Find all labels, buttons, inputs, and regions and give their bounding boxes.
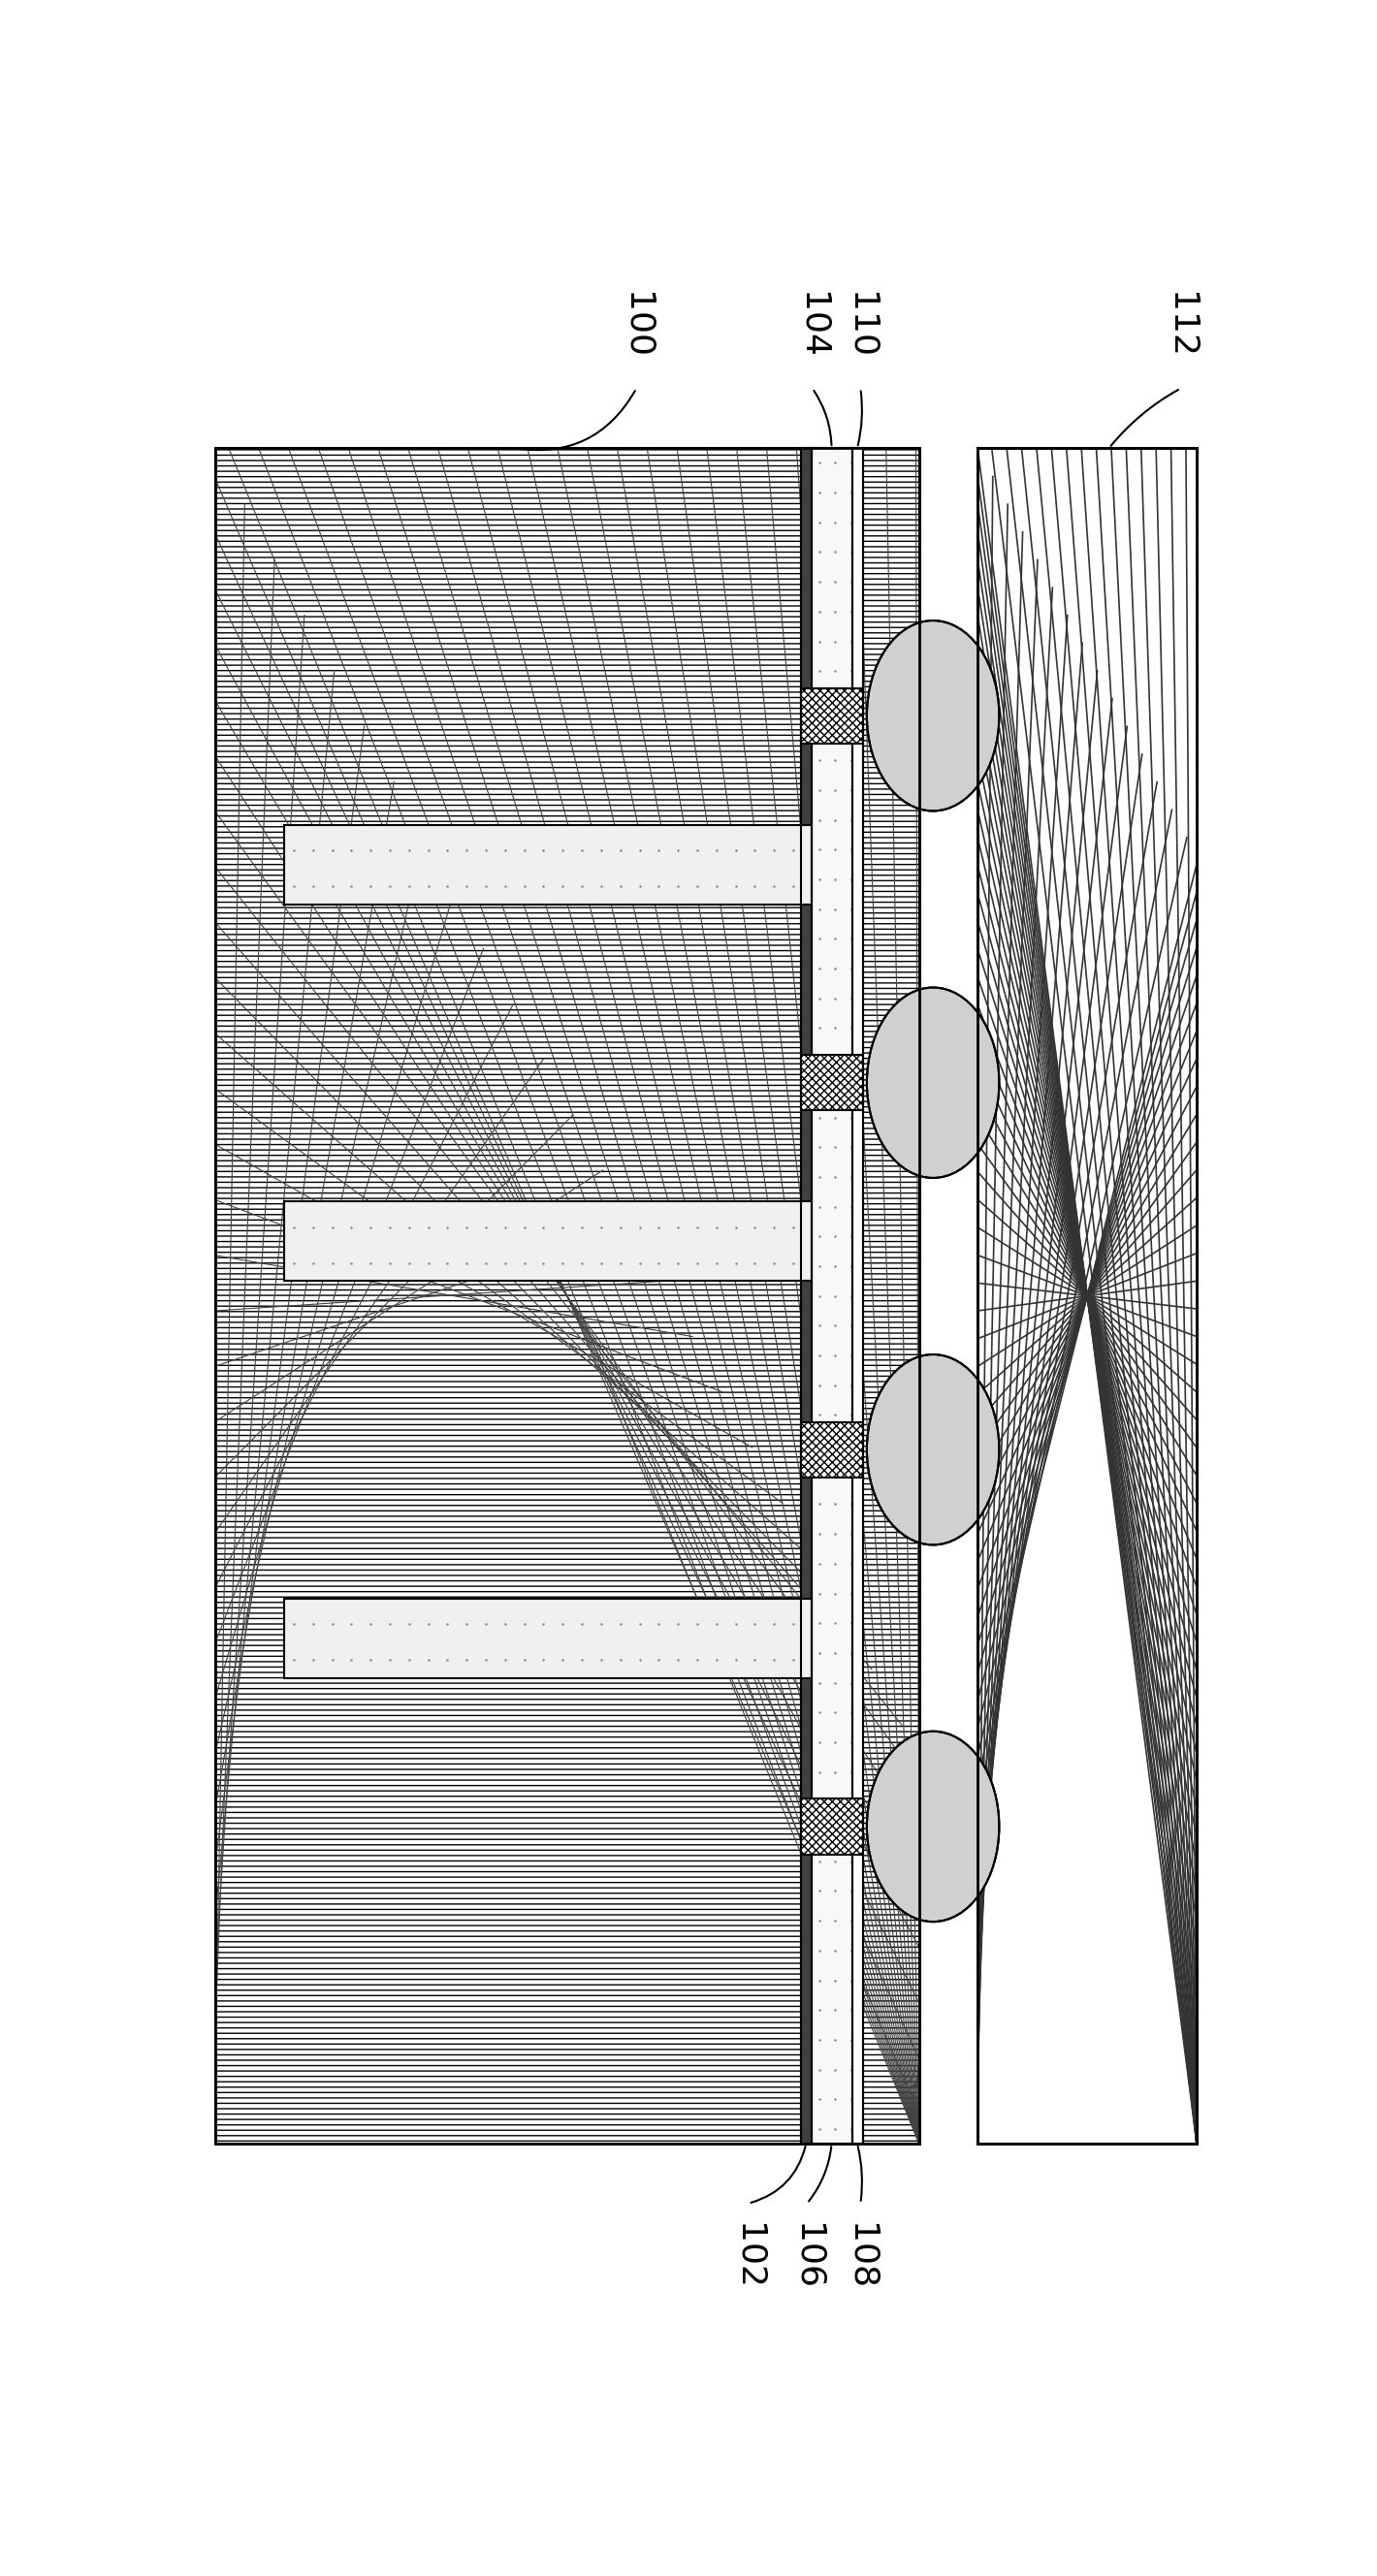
- Text: 100: 100: [620, 291, 653, 358]
- Ellipse shape: [868, 1355, 1000, 1546]
- Bar: [284, 824, 811, 904]
- Text: 110: 110: [844, 291, 877, 358]
- Bar: [800, 1422, 862, 1479]
- Bar: [215, 448, 920, 2143]
- Ellipse shape: [868, 987, 1000, 1177]
- Bar: [852, 448, 862, 2143]
- Bar: [215, 448, 920, 2143]
- Bar: [978, 448, 1197, 2143]
- Text: 108: 108: [844, 2223, 877, 2290]
- Text: 104: 104: [796, 291, 829, 358]
- Text: 102: 102: [733, 2223, 764, 2290]
- Text: 112: 112: [1164, 291, 1197, 358]
- Ellipse shape: [868, 1731, 1000, 1922]
- Bar: [800, 448, 811, 2143]
- Bar: [800, 1056, 862, 1110]
- Bar: [284, 1597, 811, 1677]
- Bar: [800, 688, 862, 744]
- Bar: [284, 1200, 811, 1280]
- Text: 106: 106: [790, 2223, 823, 2290]
- Bar: [978, 448, 1197, 2143]
- Bar: [811, 448, 852, 2143]
- Ellipse shape: [868, 621, 1000, 811]
- Bar: [800, 1798, 862, 1855]
